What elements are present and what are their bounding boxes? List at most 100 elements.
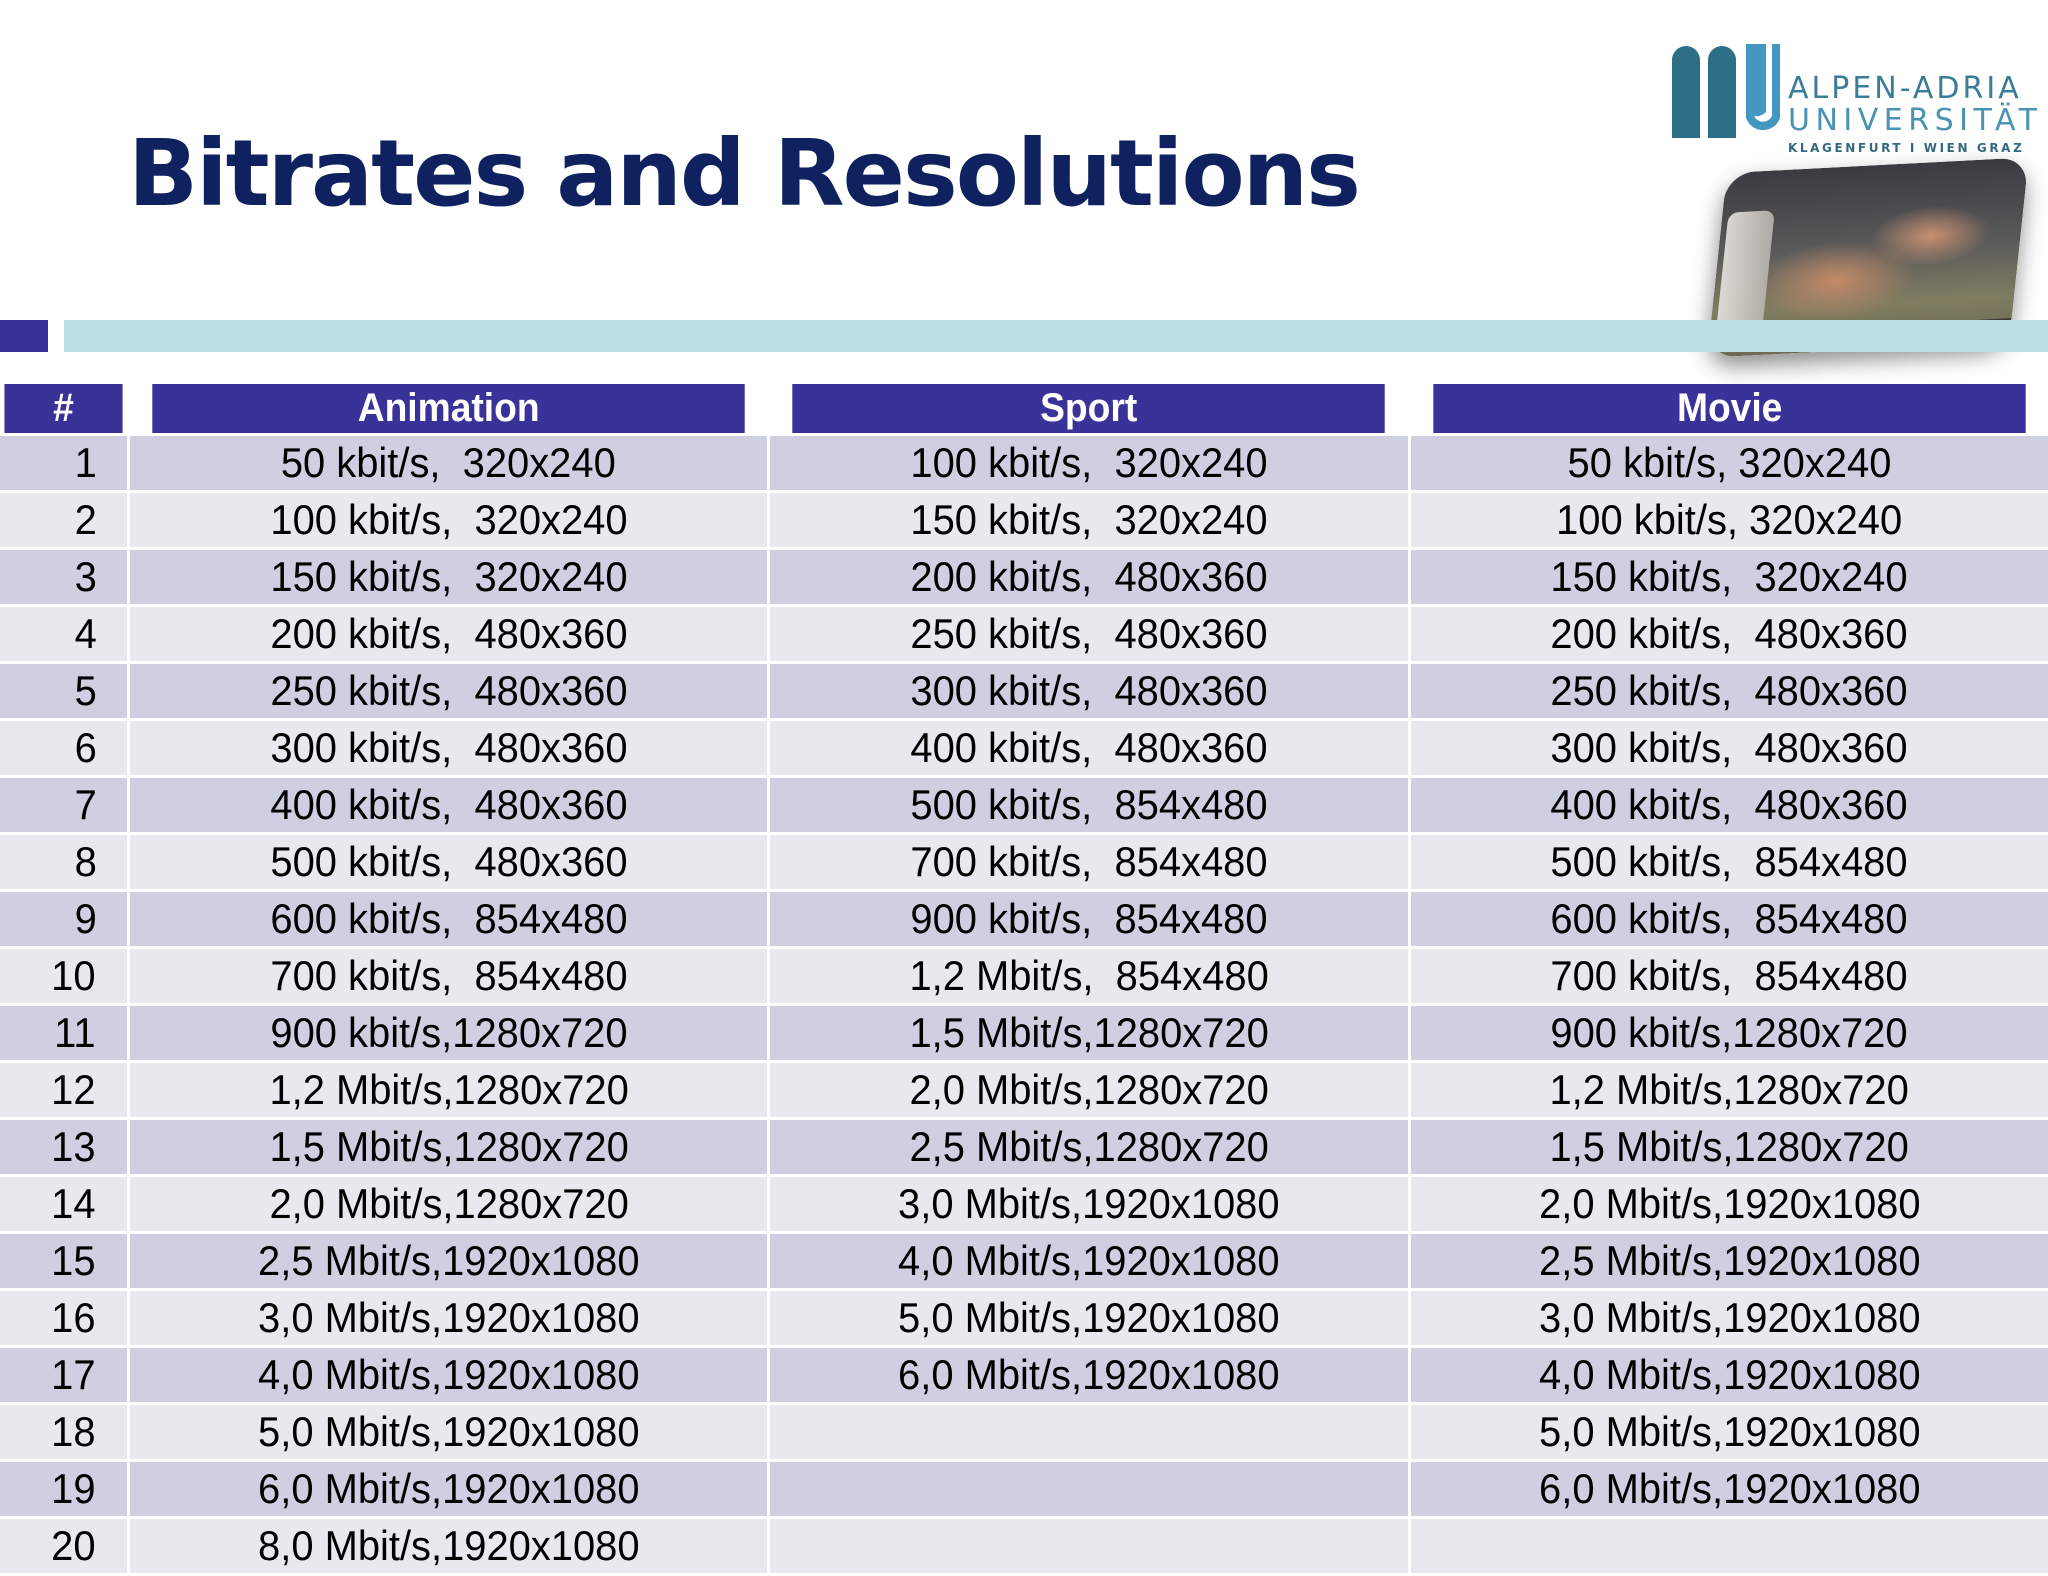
cell-animation-text: 250 kbit/s, 480x360 [270,667,628,714]
logo-line-2: UNIVERSITÄT [1788,103,2043,138]
cell-movie-text: 600 kbit/s, 854x480 [1550,895,1908,942]
slide-title: Bitrates and Resolutions [128,120,1361,227]
table-row: 3 150 kbit/s, 320x240 200 kbit/s, 480x360 1… [0,550,2048,604]
cell-movie-text: 900 kbit/s,1280x720 [1550,1009,1908,1056]
cell-sport-text: 4,0 Mbit/s,1920x1080 [898,1237,1280,1284]
cell-movie-text: 50 kbit/s, 320x240 [1567,439,1892,486]
cell-movie: 250 kbit/s, 480x360 [1410,664,2048,718]
table-row: 19 6,0 Mbit/s,1920x1080 6,0 Mbit/s,1920x10… [0,1462,2048,1516]
cell-sport: 1,5 Mbit/s,1280x720 [770,1006,1408,1060]
cell-sport: 900 kbit/s, 854x480 [770,892,1408,946]
cell-sport-text: 250 kbit/s, 480x360 [910,610,1268,657]
cell-index: 11 [0,1006,128,1060]
cell-sport: 4,0 Mbit/s,1920x1080 [770,1234,1408,1288]
cell-sport-text: 100 kbit/s, 320x240 [910,439,1268,486]
cell-movie-text: 250 kbit/s, 480x360 [1550,667,1908,714]
cell-movie-text: 300 kbit/s, 480x360 [1550,724,1908,771]
cell-index: 16 [0,1291,128,1345]
cell-index-text: 14 [51,1180,96,1227]
cell-movie-text: 200 kbit/s, 480x360 [1550,610,1908,657]
cell-movie: 600 kbit/s, 854x480 [1410,892,2048,946]
cell-animation: 600 kbit/s, 854x480 [130,892,768,946]
cell-index: 12 [0,1063,128,1117]
cell-sport-text: 500 kbit/s, 854x480 [910,781,1268,828]
cell-movie: 6,0 Mbit/s,1920x1080 [1410,1462,2048,1516]
cell-index-text: 10 [51,952,96,999]
header-label: Movie [1676,386,1783,430]
cell-sport: 700 kbit/s, 854x480 [770,835,1408,889]
cell-sport-text: 300 kbit/s, 480x360 [910,667,1268,714]
cell-index: 7 [0,778,128,832]
table-row: 14 2,0 Mbit/s,1280x720 3,0 Mbit/s,1920x108… [0,1177,2048,1231]
table-row: 2 100 kbit/s, 320x240 150 kbit/s, 320x240 1… [0,493,2048,547]
cell-animation-text: 2,5 Mbit/s,1920x1080 [257,1237,640,1284]
cell-index-text: 20 [51,1522,96,1569]
cell-movie: 1,5 Mbit/s,1280x720 [1410,1120,2048,1174]
cell-index: 19 [0,1462,128,1516]
header-sport: Sport [792,384,1386,433]
cell-movie: 4,0 Mbit/s,1920x1080 [1410,1348,2048,1402]
cell-movie: 5,0 Mbit/s,1920x1080 [1410,1405,2048,1459]
cell-index-text: 12 [51,1066,96,1113]
cell-movie-text: 5,0 Mbit/s,1920x1080 [1538,1408,1921,1455]
cell-index-text: 9 [74,895,97,942]
cell-movie-text: 500 kbit/s, 854x480 [1550,838,1908,885]
cell-index: 13 [0,1120,128,1174]
cell-animation: 150 kbit/s, 320x240 [130,550,768,604]
cell-movie: 150 kbit/s, 320x240 [1410,550,2048,604]
header-index: # [4,384,123,433]
cell-sport: 100 kbit/s, 320x240 [770,436,1408,490]
accent-divider-bar [64,320,2048,352]
cell-index: 18 [0,1405,128,1459]
cell-index-text: 6 [74,724,97,771]
cell-animation-text: 3,0 Mbit/s,1920x1080 [257,1294,640,1341]
cell-movie-text: 2,0 Mbit/s,1920x1080 [1538,1180,1921,1227]
cell-sport-text: 1,5 Mbit/s,1280x720 [909,1009,1269,1056]
university-logo-text: ALPEN-ADRIA UNIVERSITÄT KLAGENFURT I WIE… [1788,71,2043,155]
cell-animation: 200 kbit/s, 480x360 [130,607,768,661]
cell-animation: 900 kbit/s,1280x720 [130,1006,768,1060]
cell-sport: 6,0 Mbit/s,1920x1080 [770,1348,1408,1402]
cell-index: 6 [0,721,128,775]
cell-movie: 50 kbit/s, 320x240 [1410,436,2048,490]
bitrate-resolution-table: # Animation Sport Movie 1 50 kbit/s, 320x… [0,381,2048,1576]
cell-animation-text: 200 kbit/s, 480x360 [270,610,628,657]
cell-movie-text: 400 kbit/s, 480x360 [1550,781,1908,828]
cell-sport [770,1519,1408,1573]
cell-animation: 300 kbit/s, 480x360 [130,721,768,775]
table-row: 20 8,0 Mbit/s,1920x1080 [0,1519,2048,1573]
cell-index-text: 4 [74,610,97,657]
logo-line-1: ALPEN-ADRIA [1788,71,2022,106]
cell-animation-text: 1,2 Mbit/s,1280x720 [269,1066,629,1113]
table-row: 10 700 kbit/s, 854x480 1,2 Mbit/s, 854x480… [0,949,2048,1003]
header-label: Animation [357,386,540,430]
cell-sport: 400 kbit/s, 480x360 [770,721,1408,775]
table-row: 7 400 kbit/s, 480x360 500 kbit/s, 854x480 4… [0,778,2048,832]
cell-movie: 100 kbit/s, 320x240 [1410,493,2048,547]
cell-index-text: 16 [51,1294,96,1341]
cell-sport: 300 kbit/s, 480x360 [770,664,1408,718]
cell-movie: 3,0 Mbit/s,1920x1080 [1410,1291,2048,1345]
cell-sport: 2,0 Mbit/s,1280x720 [770,1063,1408,1117]
cell-index-text: 7 [74,781,97,828]
cell-index-text: 17 [51,1351,96,1398]
cell-index-text: 13 [51,1123,96,1170]
cell-movie: 700 kbit/s, 854x480 [1410,949,2048,1003]
cell-sport [770,1462,1408,1516]
cell-animation: 5,0 Mbit/s,1920x1080 [130,1405,768,1459]
cell-index: 8 [0,835,128,889]
cell-animation: 50 kbit/s, 320x240 [130,436,768,490]
cell-movie: 1,2 Mbit/s,1280x720 [1410,1063,2048,1117]
cell-sport: 2,5 Mbit/s,1280x720 [770,1120,1408,1174]
cell-animation: 3,0 Mbit/s,1920x1080 [130,1291,768,1345]
cell-index: 1 [0,436,128,490]
cell-movie [1410,1519,2048,1573]
cell-sport-text: 900 kbit/s, 854x480 [910,895,1268,942]
cell-index: 14 [0,1177,128,1231]
cell-movie: 900 kbit/s,1280x720 [1410,1006,2048,1060]
table-row: 6 300 kbit/s, 480x360 400 kbit/s, 480x360 3… [0,721,2048,775]
cell-sport-text: 6,0 Mbit/s,1920x1080 [898,1351,1280,1398]
table-row: 4 200 kbit/s, 480x360 250 kbit/s, 480x360 2… [0,607,2048,661]
cell-animation-text: 8,0 Mbit/s,1920x1080 [257,1522,640,1569]
cell-animation-text: 600 kbit/s, 854x480 [270,895,628,942]
